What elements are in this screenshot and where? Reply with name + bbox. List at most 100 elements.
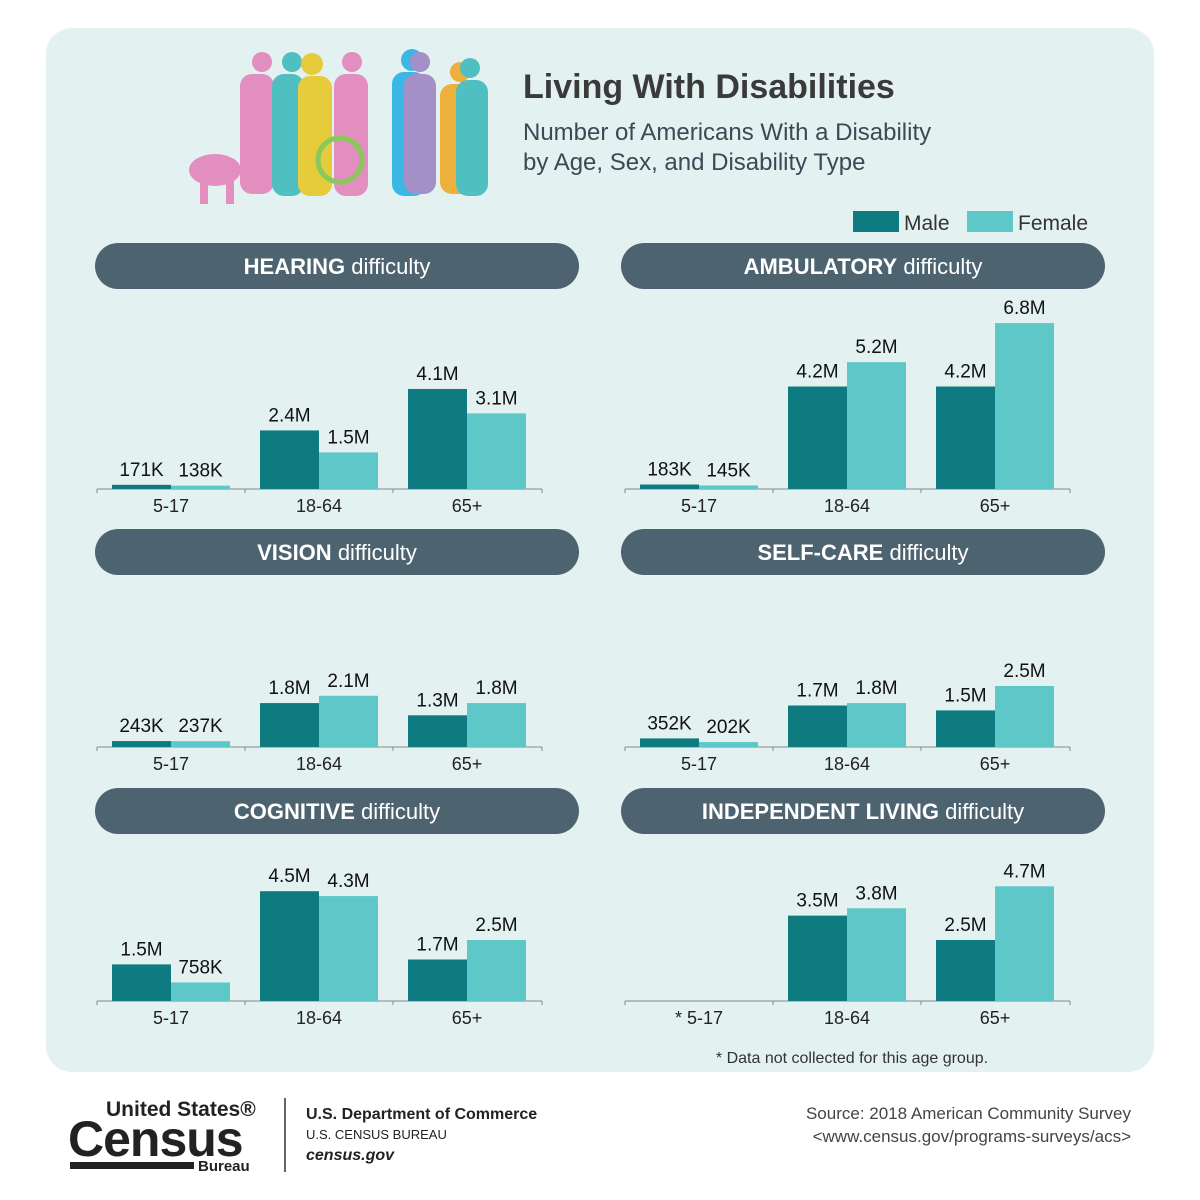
value-label: 1.5M — [120, 939, 162, 960]
legend-swatch — [967, 211, 1013, 232]
value-label: 1.7M — [796, 681, 838, 702]
bar — [640, 738, 699, 747]
legend-label: Female — [1018, 212, 1088, 235]
bar — [408, 959, 467, 1001]
value-label: 4.7M — [1003, 861, 1045, 882]
value-label: 1.3M — [416, 690, 458, 711]
bar — [936, 386, 995, 489]
value-label: 3.1M — [475, 388, 517, 409]
chart-title-strong: SELF-CARE — [757, 540, 883, 565]
subtitle: Number of Americans With a Disability — [523, 119, 931, 146]
bureau: U.S. CENSUS BUREAU — [306, 1127, 447, 1142]
bar — [467, 413, 526, 489]
chart-title-rest: difficulty — [945, 799, 1024, 824]
bar — [319, 896, 378, 1001]
chart-title: INDEPENDENT LIVING difficulty — [702, 799, 1024, 824]
value-label: 3.8M — [855, 883, 897, 904]
legend-swatch — [853, 211, 899, 232]
subtitle: by Age, Sex, and Disability Type — [523, 149, 865, 176]
value-label: 758K — [178, 958, 223, 979]
bar-chart: AMBULATORY difficulty 5-17 183K 145K 18-64 4.… — [621, 243, 1105, 516]
x-tick-label: 18-64 — [296, 754, 342, 774]
x-tick-label: 18-64 — [824, 754, 870, 774]
bar — [995, 886, 1054, 1001]
x-tick-label: 5-17 — [681, 496, 717, 516]
bar — [640, 484, 699, 489]
chart-title-strong: HEARING — [244, 254, 345, 279]
value-label: 1.5M — [327, 427, 369, 448]
chart-title-rest: difficulty — [889, 540, 968, 565]
value-label: 1.8M — [855, 678, 897, 699]
bar — [112, 741, 171, 747]
legend-label: Male — [904, 212, 950, 235]
chart-title-rest: difficulty — [338, 540, 417, 565]
bar — [699, 742, 758, 747]
panel-header — [621, 243, 1105, 289]
charts: HEARING difficulty 5-17 171K 138K 18-64 2.4M 1… — [95, 243, 1105, 1067]
logo-top: United States® — [106, 1098, 256, 1121]
source-url: <www.census.gov/programs-surveys/acs> — [813, 1127, 1131, 1146]
value-label: 237K — [178, 716, 223, 737]
chart-title-strong: AMBULATORY — [744, 254, 898, 279]
bar — [171, 982, 230, 1001]
value-label: 2.1M — [327, 671, 369, 692]
chart-title-strong: COGNITIVE — [234, 799, 355, 824]
value-label: 3.5M — [796, 891, 838, 912]
value-label: 4.3M — [327, 871, 369, 892]
panel-header — [621, 529, 1105, 575]
bar — [847, 908, 906, 1001]
value-label: 183K — [647, 460, 692, 481]
value-label: 2.5M — [944, 915, 986, 936]
value-label: 138K — [178, 461, 223, 482]
x-tick-label: 5-17 — [153, 754, 189, 774]
bar — [995, 323, 1054, 489]
logo-bottom: Bureau — [198, 1158, 250, 1175]
value-label: 2.5M — [1003, 661, 1045, 682]
logo-main: Census — [68, 1111, 243, 1167]
bar — [319, 695, 378, 747]
bar-chart: COGNITIVE difficulty 5-17 1.5M 758K 18-64 4.5… — [95, 788, 579, 1028]
bar — [847, 703, 906, 747]
bar — [936, 710, 995, 747]
logo-bar — [70, 1162, 194, 1169]
value-label: 352K — [647, 713, 692, 734]
x-tick-label: 65+ — [980, 1008, 1011, 1028]
x-tick-label: 65+ — [452, 496, 483, 516]
website: census.gov — [306, 1147, 395, 1164]
bar — [467, 703, 526, 747]
bar — [171, 741, 230, 747]
illustration — [189, 49, 488, 204]
x-tick-label: 5-17 — [153, 1008, 189, 1028]
bar — [936, 940, 995, 1001]
value-label: 6.8M — [1003, 298, 1045, 319]
x-tick-label: 65+ — [980, 496, 1011, 516]
bar — [788, 386, 847, 489]
value-label: 2.5M — [475, 915, 517, 936]
chart-title-rest: difficulty — [361, 799, 440, 824]
panel-header — [95, 788, 579, 834]
value-label: 4.2M — [796, 362, 838, 383]
title: Living With Disabilities — [523, 68, 895, 106]
value-label: 1.8M — [268, 678, 310, 699]
bar — [171, 485, 230, 489]
value-label: 145K — [706, 460, 751, 481]
value-label: 171K — [119, 460, 164, 481]
value-label: 202K — [706, 717, 751, 738]
value-label: 4.1M — [416, 364, 458, 385]
value-label: 243K — [119, 716, 164, 737]
bar — [112, 484, 171, 489]
chart-title-strong: INDEPENDENT LIVING — [702, 799, 939, 824]
x-tick-label: * 5-17 — [675, 1008, 723, 1028]
bar — [408, 388, 467, 489]
value-label: 1.5M — [944, 685, 986, 706]
footnote: * Data not collected for this age group. — [716, 1050, 988, 1067]
x-tick-label: 5-17 — [153, 496, 189, 516]
bar-chart: INDEPENDENT LIVING difficulty * 5-17 18-64… — [621, 788, 1105, 1067]
x-tick-label: 5-17 — [681, 754, 717, 774]
bar — [467, 940, 526, 1001]
bar — [995, 686, 1054, 747]
chart-title: COGNITIVE difficulty — [234, 799, 440, 824]
x-tick-label: 18-64 — [824, 496, 870, 516]
bar-chart: HEARING difficulty 5-17 171K 138K 18-64 2.4M 1… — [95, 243, 579, 516]
